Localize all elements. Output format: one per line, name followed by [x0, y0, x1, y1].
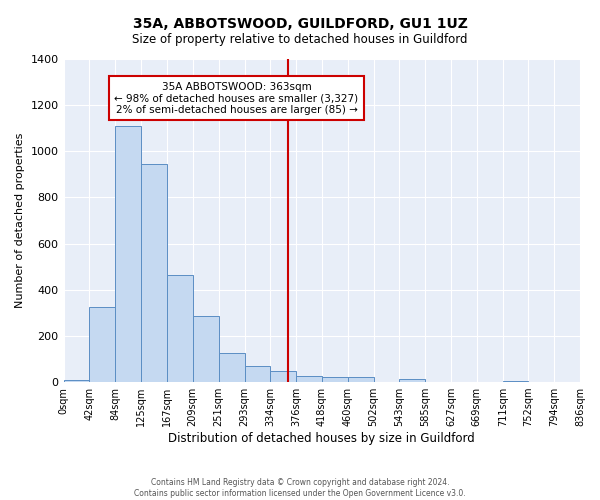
- Bar: [296, 376, 322, 382]
- Bar: [503, 381, 528, 382]
- Text: Contains HM Land Registry data © Crown copyright and database right 2024.
Contai: Contains HM Land Registry data © Crown c…: [134, 478, 466, 498]
- Bar: [399, 378, 425, 382]
- Bar: [64, 380, 89, 382]
- Bar: [141, 164, 167, 382]
- Bar: [322, 378, 348, 382]
- Y-axis label: Number of detached properties: Number of detached properties: [15, 133, 25, 308]
- Text: 35A, ABBOTSWOOD, GUILDFORD, GU1 1UZ: 35A, ABBOTSWOOD, GUILDFORD, GU1 1UZ: [133, 18, 467, 32]
- Bar: [89, 307, 115, 382]
- Bar: [218, 353, 245, 382]
- Bar: [115, 126, 141, 382]
- Bar: [270, 370, 296, 382]
- Bar: [167, 275, 193, 382]
- Text: Size of property relative to detached houses in Guildford: Size of property relative to detached ho…: [132, 32, 468, 46]
- Text: 35A ABBOTSWOOD: 363sqm
← 98% of detached houses are smaller (3,327)
2% of semi-d: 35A ABBOTSWOOD: 363sqm ← 98% of detached…: [115, 82, 359, 115]
- X-axis label: Distribution of detached houses by size in Guildford: Distribution of detached houses by size …: [169, 432, 475, 445]
- Bar: [193, 316, 218, 382]
- Bar: [348, 378, 374, 382]
- Bar: [245, 366, 270, 382]
